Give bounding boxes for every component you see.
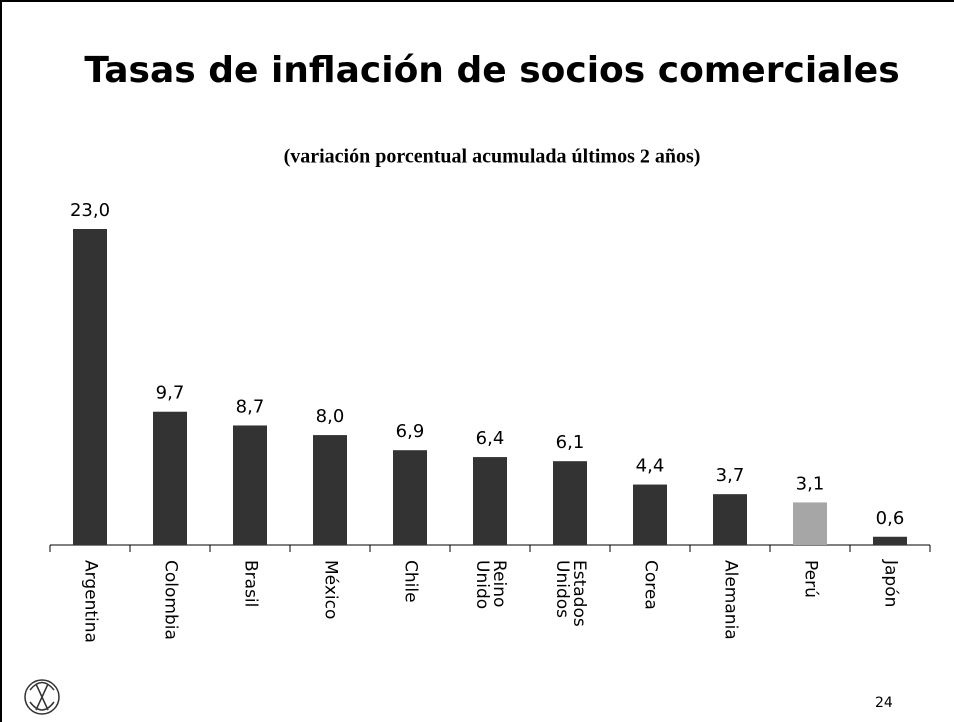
bar <box>793 502 827 545</box>
bar <box>393 450 427 545</box>
value-label: 6,1 <box>556 432 585 453</box>
value-label: 6,4 <box>476 428 505 449</box>
value-label: 3,7 <box>716 465 745 486</box>
value-label: 6,9 <box>396 421 425 442</box>
x-tick-label: México <box>320 560 341 620</box>
value-label: 9,7 <box>156 383 185 404</box>
bar <box>873 536 907 545</box>
value-label: 23,0 <box>70 200 110 221</box>
bar <box>633 484 667 545</box>
value-label: 4,4 <box>636 456 665 477</box>
x-tick-label: Alemania <box>720 560 741 640</box>
bar <box>473 457 507 545</box>
x-tick-label: Perú <box>800 560 821 598</box>
x-tick-label: Corea <box>640 560 661 610</box>
bar <box>313 435 347 545</box>
bar <box>553 461 587 545</box>
value-label: 0,6 <box>876 508 905 529</box>
value-label: 8,0 <box>316 406 345 427</box>
page-number: 24 <box>875 695 893 711</box>
x-tick-label: Japón <box>880 560 901 608</box>
chart-title: Tasas de inflación de socios comerciales <box>84 50 899 91</box>
bar <box>233 425 267 545</box>
logo <box>24 679 60 715</box>
x-tick-label: Estados Unidos <box>552 560 589 627</box>
x-tick-label: Chile <box>400 560 421 603</box>
chart-subtitle: (variación porcentual acumulada últimos … <box>284 146 701 168</box>
x-tick-label: Reino Unido <box>472 560 509 610</box>
bar <box>73 229 107 545</box>
bar <box>713 494 747 545</box>
value-label: 3,1 <box>796 473 825 494</box>
bar <box>153 411 187 545</box>
x-tick-label: Argentina <box>80 560 101 643</box>
x-tick-label: Colombia <box>160 560 181 640</box>
x-tick-label: Brasil <box>240 560 261 608</box>
value-label: 8,7 <box>236 396 265 417</box>
